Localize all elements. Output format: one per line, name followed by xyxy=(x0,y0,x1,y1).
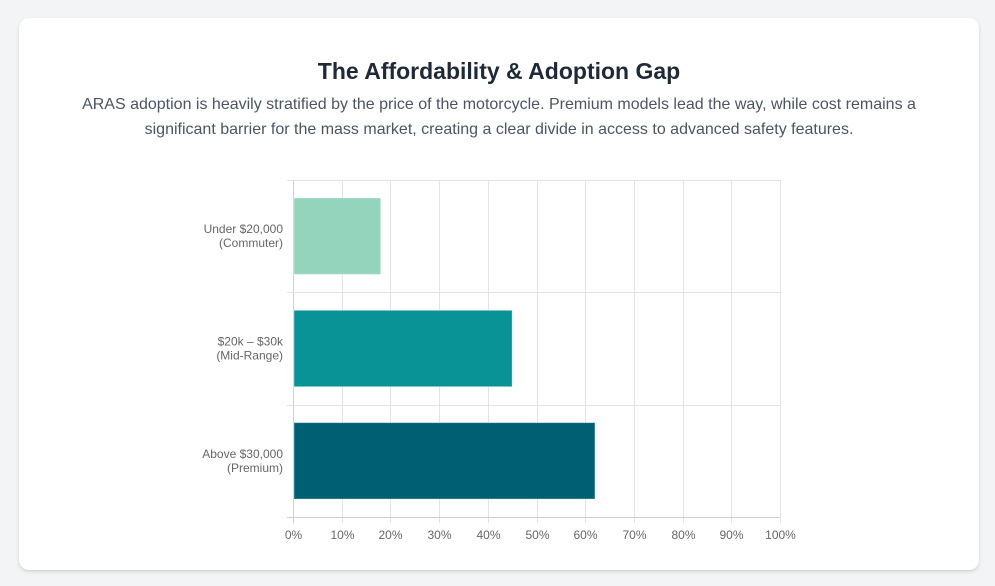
bars xyxy=(293,197,596,500)
y-category-label-line: (Commuter) xyxy=(219,236,283,250)
y-category-label: Above $30,000 (Premium) xyxy=(202,447,283,475)
y-category-label-line: (Mid-Range) xyxy=(216,349,283,363)
x-tick-label: 50% xyxy=(525,528,549,542)
y-category-label: $20k – $30k (Mid-Range) xyxy=(216,335,284,363)
y-category-label-line: $20k – $30k xyxy=(218,335,284,349)
x-tick-label: 100% xyxy=(765,528,796,542)
chart-title: The Affordability & Adoption Gap xyxy=(317,58,681,84)
x-tick-label: 70% xyxy=(622,528,646,542)
x-tick-label: 40% xyxy=(476,528,500,542)
y-category-label-line: (Premium) xyxy=(227,461,283,475)
x-tick-label: 10% xyxy=(330,528,354,542)
bar xyxy=(293,197,382,275)
x-tick-label: 20% xyxy=(378,528,402,542)
bar xyxy=(293,422,596,500)
y-category-label: Under $20,000 (Commuter) xyxy=(204,222,284,250)
x-tick-label: 80% xyxy=(671,528,695,542)
y-category-label-line: Above $30,000 xyxy=(202,447,283,461)
bar xyxy=(293,309,513,388)
y-category-label-line: Under $20,000 xyxy=(204,222,284,236)
chart-description: ARAS adoption is heavily stratified by t… xyxy=(82,96,916,138)
x-tick-label: 0% xyxy=(285,528,303,542)
x-tick-label: 30% xyxy=(427,528,451,542)
labels: 0% 10% 20% 30% 40% 50% 60% 70% 80% 90% 100% Under $… xyxy=(202,222,796,542)
x-tick-label: 60% xyxy=(573,528,597,542)
x-tick-label: 90% xyxy=(719,528,743,542)
